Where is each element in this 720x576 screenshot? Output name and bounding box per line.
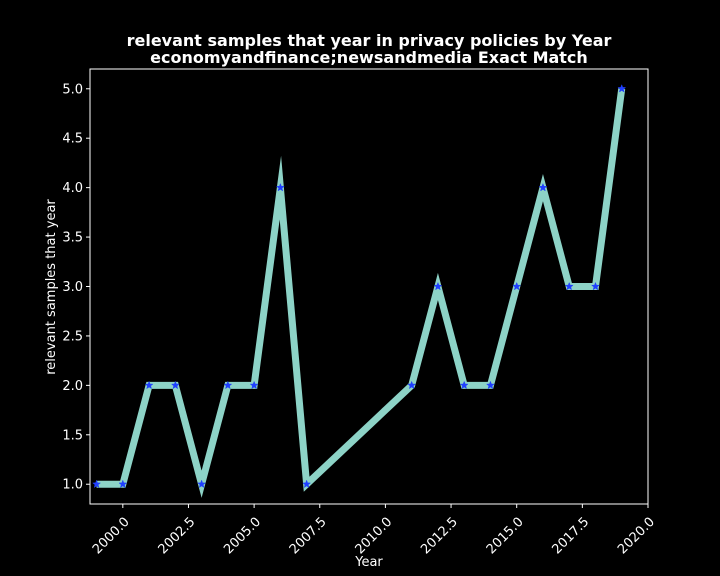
chart-title-line-2: economyandfinance;newsandmedia Exact Mat… xyxy=(150,48,588,67)
y-axis-ticks: 1.0 1.5 2.0 2.5 3.0 3.5 4.0 4.5 5.0 xyxy=(62,82,90,493)
x-tick-label: 2007.5 xyxy=(287,515,330,558)
chart-title-line-1: relevant samples that year in privacy po… xyxy=(127,31,612,50)
plot-frame xyxy=(89,68,649,505)
data-point-marker xyxy=(459,380,469,390)
x-tick-label: 2005.0 xyxy=(221,515,264,558)
chart-title: relevant samples that year in privacy po… xyxy=(127,31,612,67)
x-tick-label: 2010.0 xyxy=(353,515,396,558)
x-tick-label: 2012.5 xyxy=(418,515,461,558)
x-tick-label: 2020.0 xyxy=(615,515,658,558)
data-point-marker xyxy=(275,182,285,192)
data-point-marker xyxy=(170,380,180,390)
data-point-marker xyxy=(617,84,627,93)
data-point-marker xyxy=(538,182,548,192)
data-point-marker xyxy=(564,281,574,291)
data-point-marker xyxy=(118,479,128,489)
x-axis-label: Year xyxy=(354,555,383,570)
x-tick-label: 2017.5 xyxy=(550,515,593,558)
data-point-marker xyxy=(302,479,312,489)
data-point-marker xyxy=(591,281,600,291)
data-point-marker xyxy=(433,281,443,291)
data-point-marker xyxy=(92,479,102,489)
y-tick-label: 4.0 xyxy=(62,181,83,196)
y-tick-label: 2.0 xyxy=(62,379,83,394)
x-axis-ticks: 2000.0 2002.5 2005.0 2007.5 2010.0 2012.5 2015… xyxy=(90,504,658,557)
series-line-group xyxy=(96,88,626,498)
y-tick-label: 3.0 xyxy=(62,280,83,295)
data-point-marker xyxy=(407,380,417,390)
series-markers xyxy=(92,84,627,489)
x-tick-label: 2000.0 xyxy=(90,515,133,558)
y-tick-label: 3.5 xyxy=(62,231,83,246)
y-tick-label: 1.5 xyxy=(62,428,83,443)
y-tick-label: 2.5 xyxy=(62,329,83,344)
x-tick-label: 2015.0 xyxy=(484,515,527,558)
data-point-marker xyxy=(144,380,154,390)
data-point-marker xyxy=(485,380,495,390)
y-tick-label: 4.5 xyxy=(62,132,83,147)
data-point-marker xyxy=(512,281,522,291)
data-point-marker xyxy=(223,380,233,390)
x-tick-label: 2002.5 xyxy=(156,515,199,558)
y-tick-label: 5.0 xyxy=(62,82,83,97)
data-point-marker xyxy=(249,380,259,390)
series-line xyxy=(96,88,626,498)
y-axis-label: relevant samples that year xyxy=(44,199,59,375)
y-tick-label: 1.0 xyxy=(62,478,83,493)
data-point-marker xyxy=(197,479,207,489)
